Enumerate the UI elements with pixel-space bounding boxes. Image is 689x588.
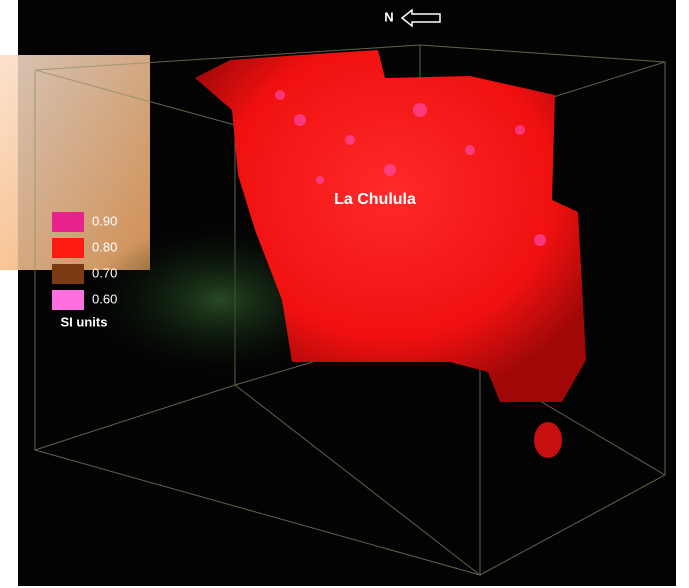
legend-swatch — [52, 264, 84, 284]
legend-label: 0.90 — [92, 213, 117, 228]
annotation: La Chulula — [334, 191, 416, 208]
legend-unit: SI units — [61, 314, 108, 329]
legend-label: 0.70 — [92, 265, 117, 280]
anomaly-body — [195, 50, 586, 402]
legend: 0.90 0.80 0.70 0.60 — [52, 212, 117, 310]
compass-label: N — [384, 9, 393, 24]
legend-label: 0.80 — [92, 239, 117, 254]
backdrop-overlay — [18, 55, 150, 270]
legend-label: 0.60 — [92, 291, 117, 306]
anomaly-small — [534, 422, 562, 458]
legend-swatch — [52, 238, 84, 258]
compass-arrow — [400, 8, 441, 28]
legend-swatch — [52, 290, 84, 310]
legend-swatch — [52, 212, 84, 232]
anomaly-speckle — [275, 90, 546, 246]
